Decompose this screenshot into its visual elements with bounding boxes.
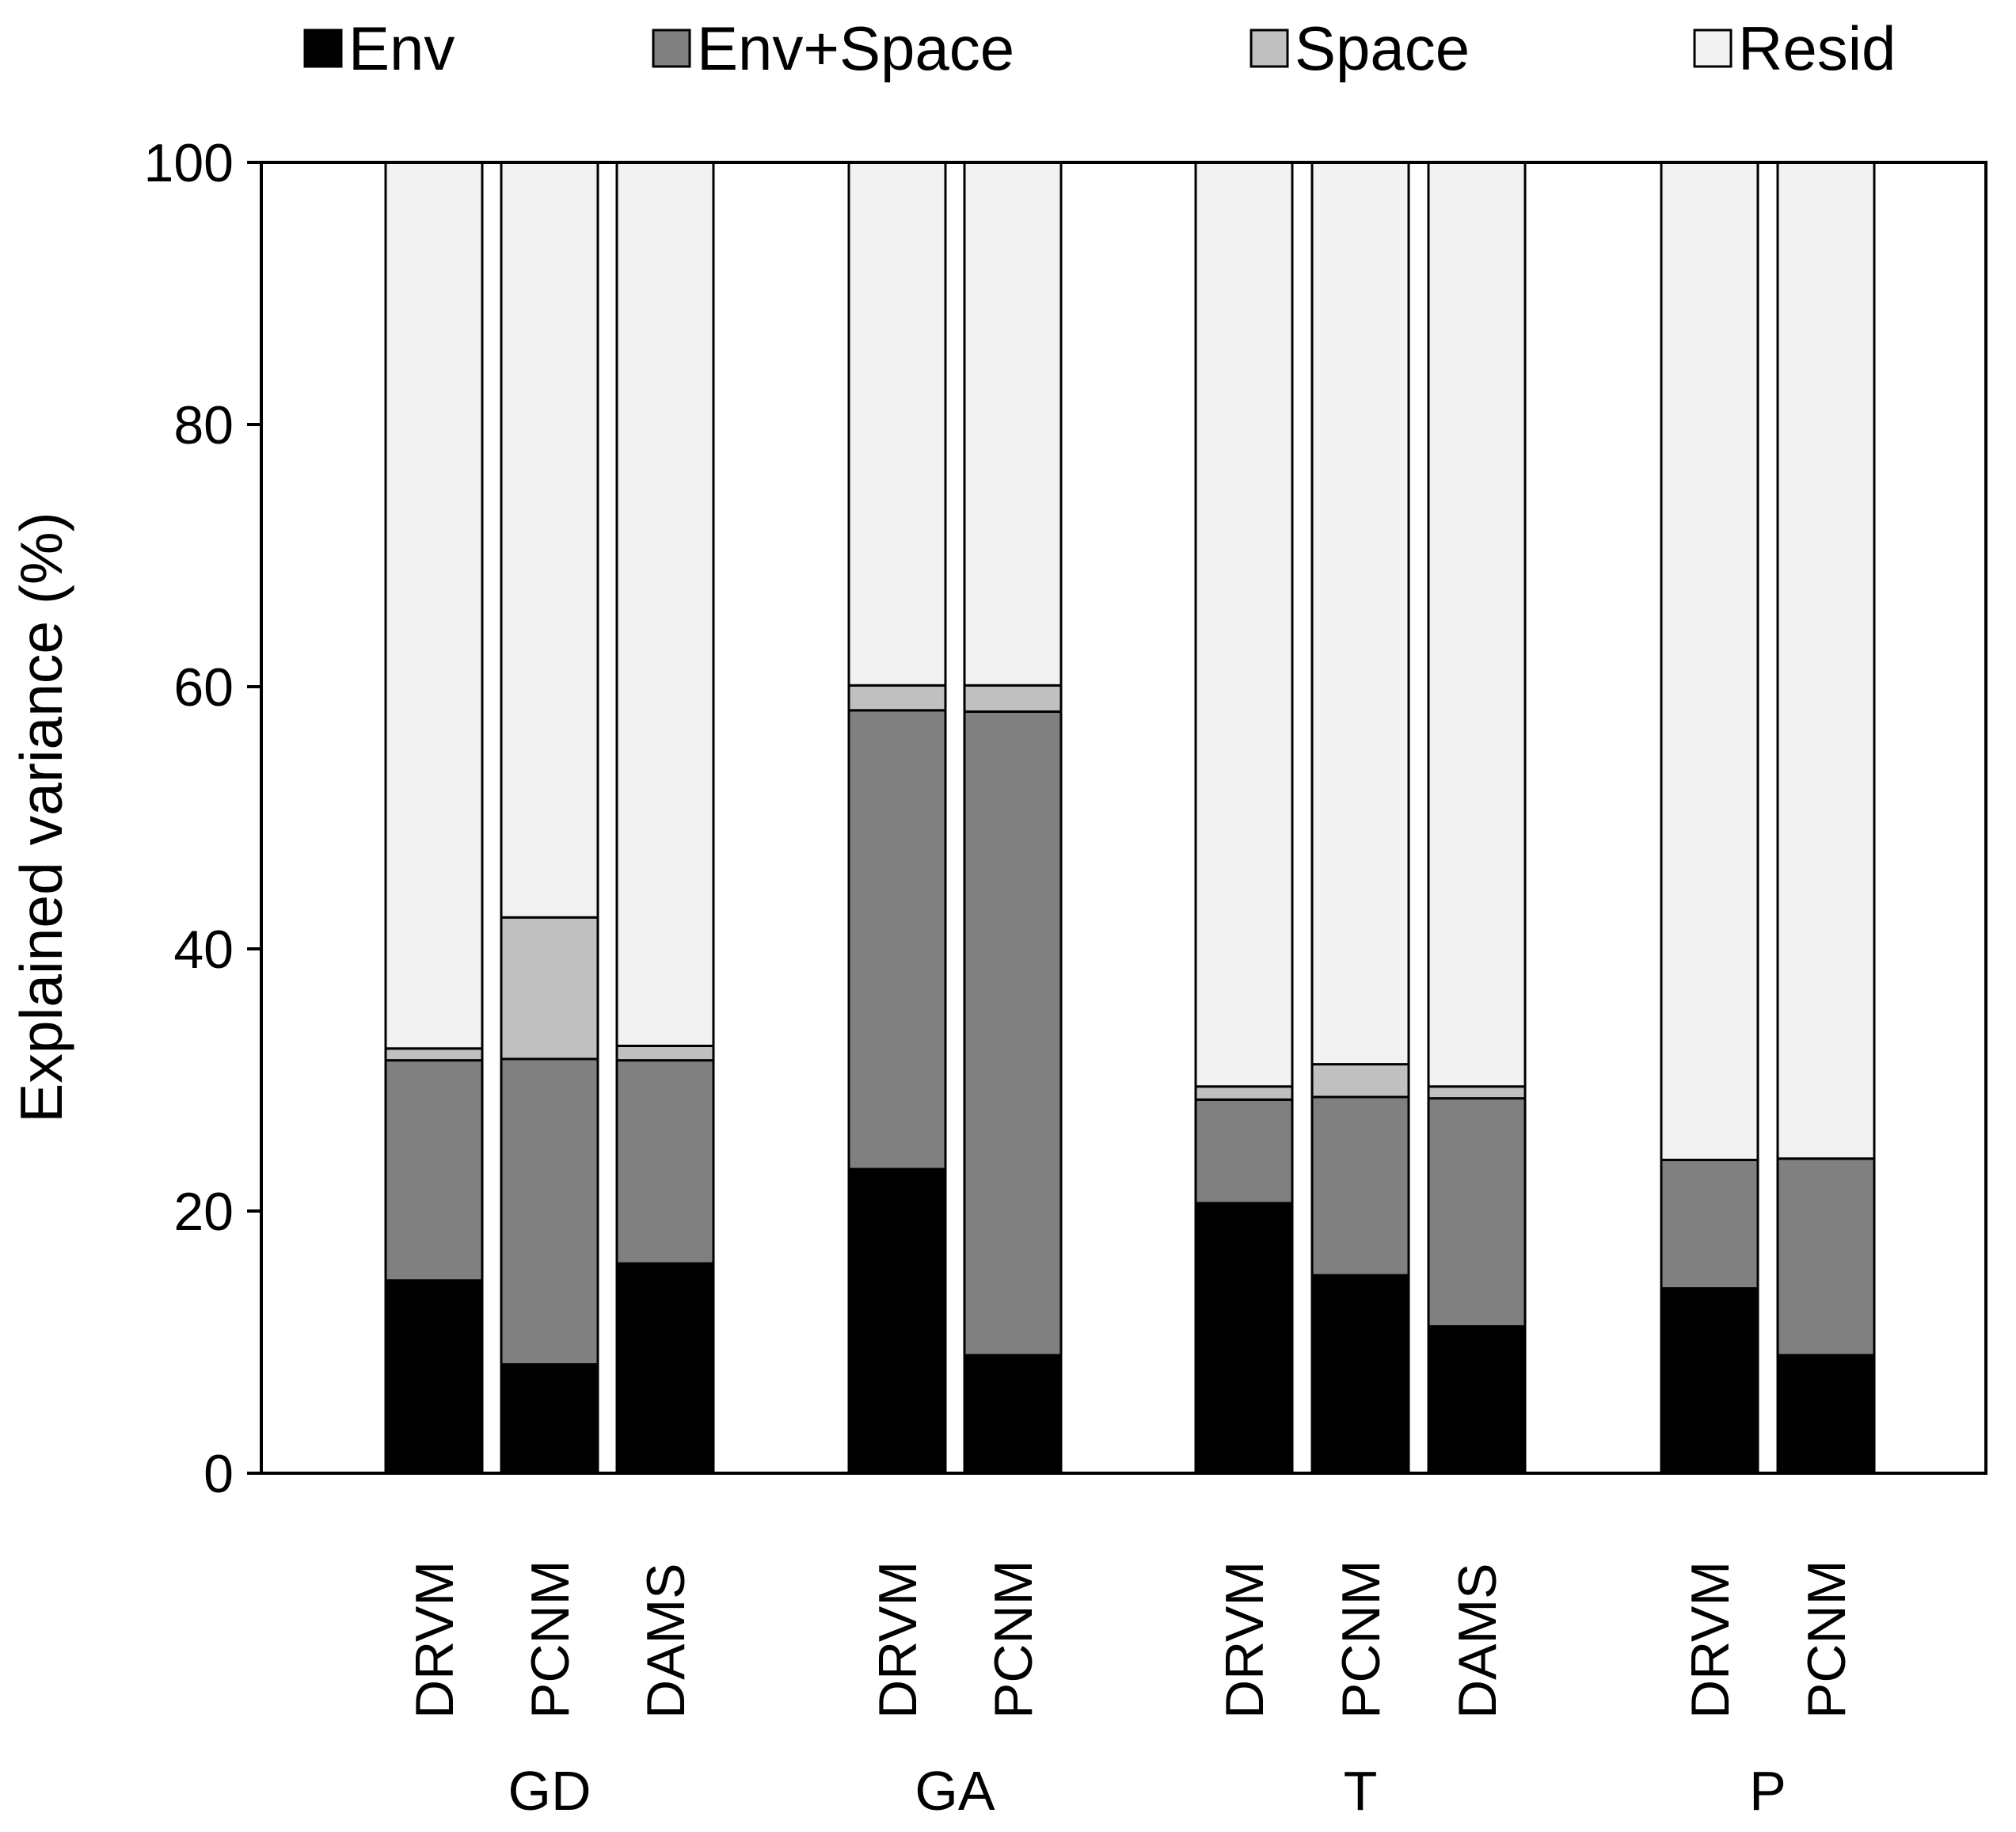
- bar-gd-dams-resid: [615, 161, 715, 1047]
- bar-gd-pcnm-space: [500, 916, 599, 1061]
- bar-ga-drvm-resid: [847, 161, 947, 687]
- legend-label: Env+Space: [697, 13, 1014, 83]
- bar-t-pcnm-env-space: [1310, 1095, 1410, 1277]
- bar-t-drvm-env-space: [1194, 1098, 1294, 1205]
- y-tick-label: 80: [173, 395, 234, 455]
- y-tick-label: 20: [173, 1182, 234, 1242]
- bar-t-drvm-env: [1194, 1202, 1294, 1475]
- bar-p-drvm-env-space: [1660, 1158, 1759, 1290]
- bar-gd-pcnm-env-space: [500, 1057, 599, 1366]
- bar-p-pcnm-resid: [1776, 161, 1876, 1160]
- bar-t-dams-space: [1427, 1085, 1527, 1100]
- y-tick-label: 40: [173, 920, 234, 980]
- bar-ga-pcnm-space: [963, 684, 1063, 713]
- bar-gd-dams-env: [615, 1262, 715, 1475]
- x-category-label: DRVM: [1215, 1561, 1275, 1719]
- bar-ga-drvm-env-space: [847, 709, 947, 1171]
- bar-p-pcnm-env: [1776, 1354, 1876, 1475]
- legend-label: Space: [1295, 13, 1470, 83]
- bar-t-dams-env-space: [1427, 1097, 1527, 1328]
- bar-ga-pcnm-env: [963, 1354, 1063, 1475]
- x-category-label: PCNM: [1331, 1560, 1391, 1719]
- bar-p-pcnm-env-space: [1776, 1157, 1876, 1357]
- legend-swatch-env-space: [652, 29, 691, 68]
- x-group-label: P: [1749, 1760, 1786, 1822]
- legend-swatch-env: [303, 29, 343, 68]
- bar-ga-pcnm-env-space: [963, 710, 1063, 1357]
- x-category-label: PCNM: [983, 1560, 1044, 1719]
- legend-swatch-space: [1250, 29, 1289, 68]
- bar-t-drvm-space: [1194, 1085, 1294, 1101]
- x-group-label: GA: [915, 1760, 995, 1822]
- bar-gd-pcnm-resid: [500, 161, 599, 919]
- bar-ga-pcnm-resid: [963, 161, 1063, 687]
- bar-gd-drvm-env: [384, 1279, 484, 1475]
- y-tick-label: 100: [144, 133, 234, 193]
- bar-t-drvm-resid: [1194, 161, 1294, 1088]
- y-axis: 0 20 40 60 80 100: [144, 133, 261, 1504]
- bar-t-pcnm-space: [1310, 1063, 1410, 1099]
- legend-label: Env: [348, 13, 455, 83]
- bar-t-dams-env: [1427, 1325, 1527, 1475]
- plot-area: [260, 161, 1987, 1475]
- x-category-label: DRVM: [405, 1561, 465, 1719]
- bar-t-pcnm-resid: [1310, 161, 1410, 1066]
- legend-label: Resid: [1738, 13, 1896, 83]
- legend: Env Env+Space Space Resid: [303, 13, 1896, 83]
- x-category-label: DAMS: [1447, 1563, 1508, 1719]
- bar-p-drvm-env: [1660, 1287, 1759, 1475]
- x-category-label: DAMS: [636, 1563, 696, 1719]
- y-tick-label: 0: [204, 1444, 234, 1504]
- y-axis-label: Explained variance (%): [8, 512, 74, 1122]
- legend-swatch-resid: [1693, 29, 1733, 68]
- bar-gd-dams-space: [615, 1044, 715, 1062]
- x-category-label: PCNM: [520, 1560, 580, 1719]
- x-axis: DRVM PCNM DAMS GD DRVM PCNM GA DRVM PCNM DAMS T DRV…: [405, 1560, 1857, 1822]
- x-group-label: T: [1344, 1760, 1378, 1822]
- x-group-label: GD: [508, 1760, 591, 1822]
- bar-gd-drvm-space: [384, 1047, 484, 1062]
- bar-t-dams-resid: [1427, 161, 1527, 1088]
- bar-p-drvm-resid: [1660, 161, 1759, 1161]
- x-category-label: DRVM: [1680, 1561, 1740, 1719]
- y-tick-label: 60: [173, 657, 234, 718]
- bars: [384, 161, 1876, 1475]
- bar-gd-drvm-env-space: [384, 1059, 484, 1282]
- bar-gd-drvm-resid: [384, 161, 484, 1050]
- bar-gd-pcnm-env: [500, 1363, 599, 1475]
- bar-ga-drvm-env: [847, 1167, 947, 1475]
- x-category-label: PCNM: [1797, 1560, 1857, 1719]
- bar-gd-dams-env-space: [615, 1059, 715, 1265]
- x-category-label: DRVM: [868, 1561, 928, 1719]
- bar-t-pcnm-env: [1310, 1274, 1410, 1475]
- bar-ga-drvm-space: [847, 684, 947, 712]
